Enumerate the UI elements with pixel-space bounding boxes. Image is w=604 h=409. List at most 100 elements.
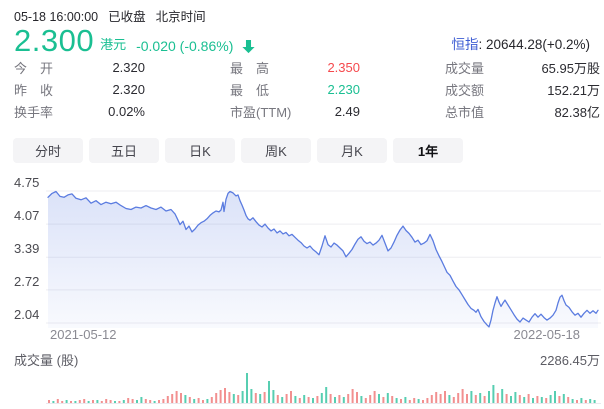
volume-bar	[342, 397, 345, 403]
volume-bar	[510, 396, 512, 403]
stat-label: 最 低	[230, 82, 270, 98]
volume-bar	[272, 390, 275, 403]
y-axis-label: 4.75	[14, 175, 40, 190]
tab-item-2[interactable]: 日K	[165, 138, 235, 163]
volume-bar	[140, 397, 143, 403]
volume-bar	[149, 400, 152, 403]
volume-bar	[92, 400, 94, 403]
volume-bar	[228, 392, 231, 403]
volume-chart[interactable]	[0, 368, 604, 408]
volume-bar	[56, 399, 59, 403]
volume-bar	[488, 391, 490, 403]
tab-item-4[interactable]: 月K	[317, 138, 387, 163]
stat-cell: 总市值 82.38亿	[445, 104, 600, 120]
timezone-label: 北京时间	[155, 10, 206, 24]
volume-bar	[444, 391, 446, 403]
volume-bar	[589, 399, 592, 403]
stat-label: 今 开	[14, 60, 54, 76]
volume-bar	[369, 395, 372, 403]
volume-bar	[61, 401, 64, 403]
volume-bar	[439, 394, 442, 403]
volume-bar	[105, 399, 108, 403]
index-quote: 恒指: 20644.28(+0.2%)	[452, 33, 590, 53]
main-chart[interactable]: 2021-05-12 2022-05-18 4.75 4.07 3.39 2.72 2.…	[0, 170, 604, 345]
volume-bar	[48, 400, 50, 403]
volume-bar	[206, 399, 209, 403]
volume-bar	[215, 393, 218, 403]
volume-bar	[131, 399, 134, 403]
volume-bar	[452, 397, 455, 403]
stat-value: 2.350	[327, 59, 360, 75]
volume-bar	[580, 398, 583, 403]
volume-bar	[303, 395, 306, 403]
stat-label: 昨 收	[14, 82, 54, 98]
current-price: 2.300	[14, 23, 95, 58]
volume-bar	[184, 395, 187, 403]
volume-bar	[562, 394, 565, 403]
x-axis-label-end: 2022-05-18	[513, 327, 581, 342]
volume-bar	[430, 395, 433, 403]
price-row: 2.300 港元 -0.020 (-0.86%) 恒指: 20644.28(+0…	[14, 22, 590, 56]
volume-bar	[422, 400, 424, 403]
volume-bar	[188, 397, 191, 403]
volume-bar	[232, 394, 235, 403]
x-axis-label-start: 2021-05-12	[50, 327, 117, 342]
volume-bar	[378, 394, 380, 403]
volume-bar	[373, 391, 376, 403]
currency-label: 港元	[100, 37, 127, 52]
volume-bar	[404, 397, 407, 403]
volume-bar	[545, 398, 548, 403]
volume-bar	[483, 396, 486, 403]
volume-bar	[162, 399, 165, 403]
volume-bar	[479, 393, 482, 403]
volume-bar	[408, 400, 411, 403]
volume-bar	[246, 373, 248, 403]
volume-bar	[558, 396, 561, 403]
stat-cell: 最 高 2.350	[230, 59, 360, 76]
volume-bar	[457, 393, 460, 403]
volume-bar	[290, 391, 292, 403]
volume-bar	[175, 391, 178, 403]
tab-item-0[interactable]: 分时	[13, 138, 83, 163]
y-axis-label: 2.72	[14, 274, 40, 289]
volume-bar	[571, 399, 574, 403]
volume-bar	[307, 397, 310, 403]
volume-bar	[83, 399, 86, 403]
volume-bar	[219, 390, 222, 403]
price-chart-svg[interactable]	[0, 170, 604, 345]
volume-bar	[96, 400, 99, 403]
volume-bar	[281, 397, 284, 403]
volume-bar	[224, 388, 226, 403]
volume-bar	[470, 391, 473, 403]
tab-item-5[interactable]: 1年	[393, 138, 463, 163]
volume-bar	[338, 395, 341, 403]
stat-value: 82.38亿	[554, 104, 600, 120]
stat-cell: 最 低 2.230	[230, 81, 360, 98]
volume-bar	[417, 399, 420, 403]
volume-bar	[180, 393, 182, 403]
volume-bar	[144, 399, 147, 403]
volume-bar	[448, 395, 451, 403]
stat-value: 2.230	[327, 81, 360, 97]
volume-bar	[52, 401, 55, 403]
volume-bar	[254, 393, 257, 403]
volume-bar	[118, 401, 121, 403]
price-area	[48, 191, 598, 328]
tab-item-1[interactable]: 五日	[89, 138, 159, 163]
stat-cell: 今 开 2.320	[14, 59, 145, 76]
volume-bar	[395, 398, 398, 403]
volume-bar	[237, 395, 240, 403]
market-status: 已收盘	[108, 10, 146, 24]
tab-item-3[interactable]: 周K	[241, 138, 311, 163]
volume-bar	[241, 391, 244, 403]
stat-cell: 成交额 152.21万	[445, 82, 600, 98]
stat-value: 2.320	[112, 59, 145, 75]
volume-bar	[329, 394, 332, 403]
stat-value: 0.02%	[108, 103, 145, 119]
volume-title: 成交量 (股)	[14, 353, 79, 368]
index-link[interactable]: 恒指	[451, 37, 479, 52]
volume-bar	[540, 397, 543, 403]
volume-bar	[325, 387, 328, 403]
stat-label: 成交量	[445, 60, 485, 76]
volume-bar	[268, 381, 270, 403]
